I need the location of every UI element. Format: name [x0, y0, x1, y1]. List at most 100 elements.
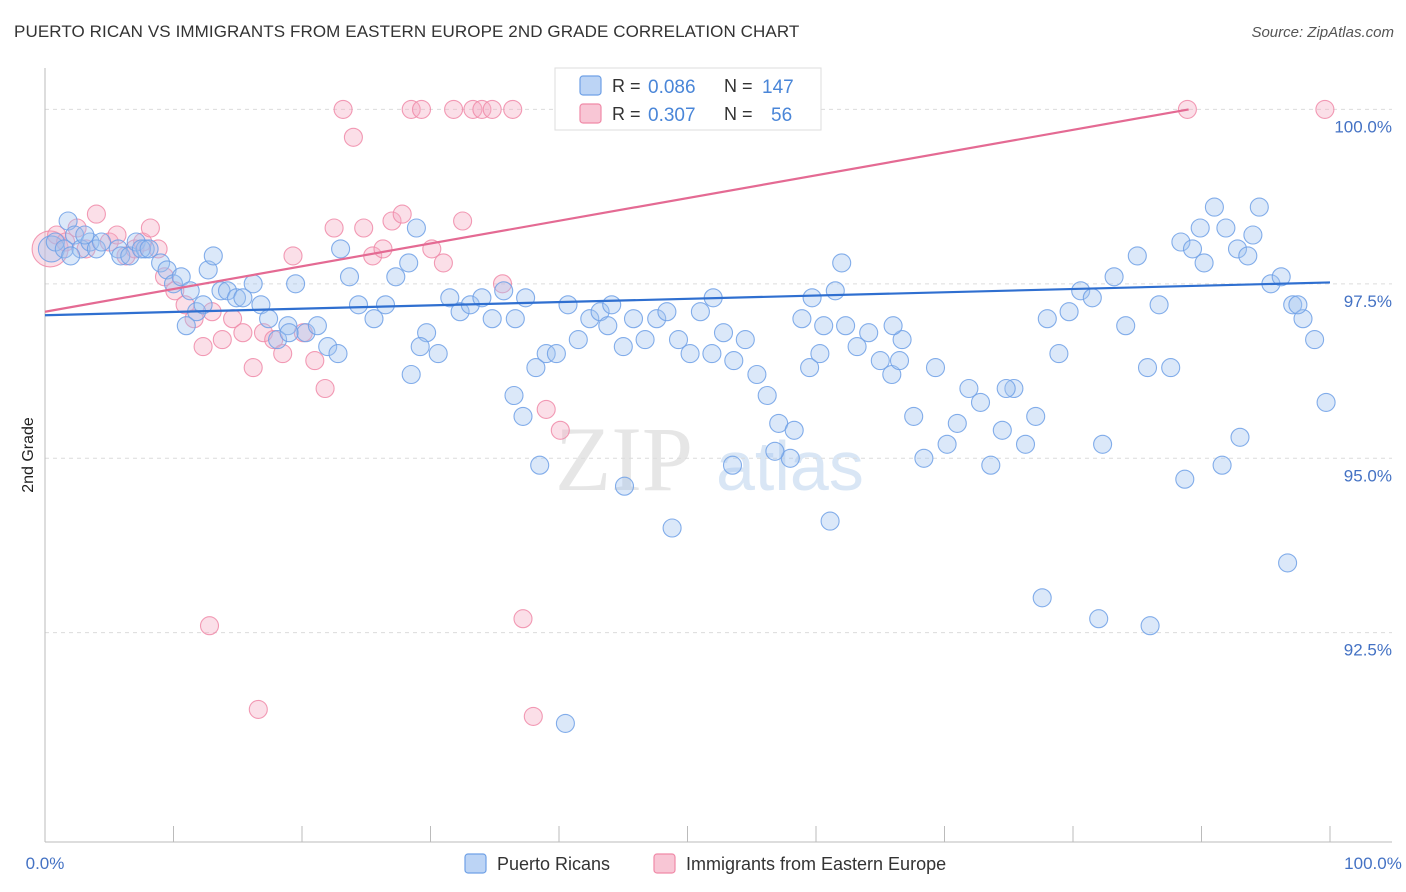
point: [1026, 406, 1046, 426]
point: [1015, 434, 1036, 454]
point: [836, 316, 856, 336]
point: [1140, 616, 1160, 636]
legend-r-value-2: 0.307: [648, 105, 696, 126]
point: [307, 316, 327, 336]
point: [203, 246, 223, 266]
point: [1137, 358, 1158, 378]
point: [1238, 246, 1258, 266]
point: [1089, 609, 1109, 629]
y-tick-label: 95.0%: [1344, 466, 1392, 485]
point: [504, 385, 524, 406]
point: [176, 316, 196, 336]
point: [328, 344, 348, 364]
trend-lines: [44, 108, 1331, 317]
point: [86, 204, 106, 224]
point: [1204, 197, 1224, 217]
point: [747, 364, 767, 385]
point: [792, 309, 812, 329]
legend-n-value-2: 56: [771, 105, 792, 126]
point: [800, 358, 820, 378]
point: [1249, 197, 1269, 217]
point: [702, 344, 722, 364]
point: [433, 253, 453, 273]
point: [526, 358, 546, 378]
point: [440, 288, 460, 308]
point: [410, 337, 430, 357]
point: [555, 713, 575, 733]
point: [324, 218, 344, 238]
point: [513, 406, 533, 426]
point: [444, 99, 464, 119]
point: [536, 344, 556, 364]
point: [832, 253, 852, 273]
point: [107, 225, 127, 245]
point: [1161, 358, 1181, 378]
point: [61, 246, 81, 266]
point: [1315, 99, 1335, 119]
point: [233, 288, 253, 308]
point: [364, 309, 384, 329]
point: [343, 127, 363, 147]
bottom-legend-swatch-blue: [464, 853, 487, 874]
point: [401, 364, 421, 385]
point: [482, 99, 502, 119]
point: [513, 609, 533, 629]
point: [505, 309, 525, 329]
point: [248, 699, 268, 719]
point: [417, 323, 437, 343]
point: [382, 211, 402, 231]
point: [1227, 239, 1248, 259]
watermark-zip: ZIP: [555, 408, 693, 510]
trend-line-immigrants: [44, 108, 1189, 313]
point: [530, 455, 550, 475]
point: [870, 351, 890, 371]
point: [472, 288, 492, 308]
point: [1104, 267, 1124, 287]
point: [1082, 288, 1102, 308]
legend-r-label-2: R =: [612, 104, 641, 124]
point: [243, 358, 263, 378]
point: [305, 351, 325, 371]
point: [1059, 302, 1079, 322]
point: [981, 455, 1001, 475]
point: [904, 406, 924, 426]
point: [914, 448, 934, 468]
point: [296, 323, 316, 343]
legend-swatch-blue: [579, 75, 602, 96]
point: [635, 330, 655, 350]
point: [1127, 246, 1147, 266]
point: [315, 378, 335, 399]
point: [428, 344, 448, 364]
point: [892, 330, 912, 350]
point: [339, 267, 360, 287]
point: [1171, 232, 1191, 252]
point: [1283, 295, 1303, 315]
point: [883, 316, 903, 336]
point: [1175, 469, 1195, 489]
point: [598, 316, 618, 336]
point: [1243, 225, 1263, 245]
chart-title: PUERTO RICAN VS IMMIGRANTS FROM EASTERN …: [14, 22, 800, 41]
point: [662, 518, 682, 538]
point: [614, 476, 635, 496]
bottom-legend-swatch-pink: [653, 853, 676, 874]
point: [1071, 281, 1091, 301]
point: [406, 218, 426, 238]
point: [375, 295, 396, 315]
point: [286, 274, 306, 294]
point: [558, 295, 578, 315]
point: [925, 358, 946, 378]
point: [1271, 267, 1291, 287]
point: [1182, 239, 1203, 259]
point: [724, 351, 744, 371]
point: [657, 302, 677, 322]
point: [623, 309, 644, 329]
point: [713, 323, 734, 343]
point: [184, 309, 204, 329]
point: [193, 295, 213, 315]
point: [151, 253, 171, 273]
point: [318, 337, 338, 357]
point: [386, 267, 406, 287]
point: [523, 706, 543, 726]
